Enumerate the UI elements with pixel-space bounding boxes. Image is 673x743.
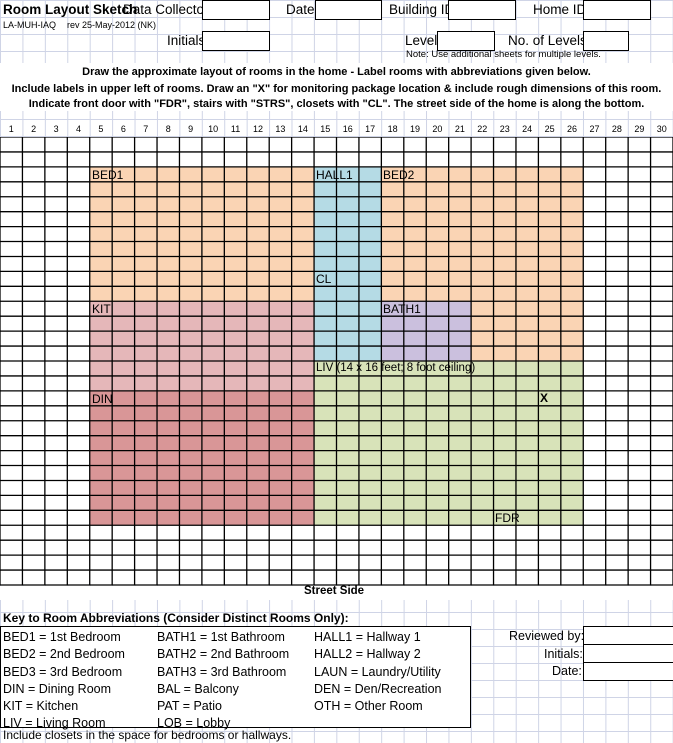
key-title: Key to Room Abbreviations (Consider Dist… [3, 611, 349, 625]
key-entry: BED2 = 2nd Bedroom [3, 647, 125, 661]
reviewed-by-field[interactable] [583, 626, 673, 645]
note: Note: Use additional sheets for multiple… [406, 49, 601, 60]
building-id-field[interactable] [448, 0, 516, 20]
key-entry: PAT = Patio [157, 699, 222, 713]
column-number: 2 [31, 124, 37, 134]
column-number: 21 [454, 124, 465, 134]
building-id-label: Building ID [389, 2, 455, 17]
room-label-closet: CL [316, 272, 332, 286]
column-number: 26 [567, 124, 578, 134]
column-number: 27 [589, 124, 600, 134]
column-number: 20 [432, 124, 443, 134]
revision: rev 25-May-2012 (NK) [67, 20, 157, 30]
column-number: 3 [53, 124, 59, 134]
column-number: 9 [188, 124, 194, 134]
levels-label: No. of Levels: [508, 33, 591, 48]
column-number: 6 [120, 124, 126, 134]
street-side-label: Street Side [304, 585, 365, 597]
column-number: 25 [544, 124, 555, 134]
page-title: Room Layout Sketch [3, 2, 138, 17]
key-entry: BATH3 = 3rd Bathroom [157, 665, 287, 679]
column-number: 17 [365, 124, 376, 134]
column-number: 12 [252, 124, 263, 134]
column-number: 28 [611, 124, 622, 134]
column-number: 29 [634, 124, 645, 134]
column-number: 14 [297, 124, 308, 134]
key-entry: BATH1 = 1st Bathroom [157, 630, 285, 644]
key-entry: BAL = Balcony [157, 682, 239, 696]
column-number: 1 [8, 124, 14, 134]
room-label-kit: KIT [92, 302, 111, 316]
key-entry: KIT = Kitchen [3, 699, 79, 713]
column-number: 8 [165, 124, 171, 134]
key-entry: BED1 = 1st Bedroom [3, 630, 121, 644]
key-entry: LIV = Living Room [3, 716, 106, 730]
room-label-bed1: BED1 [92, 168, 124, 182]
room-hall1 [314, 166, 382, 361]
column-number: 18 [387, 124, 398, 134]
reviewed-by-label: Reviewed by: [509, 629, 585, 643]
initials-label: Initials [167, 33, 206, 48]
key-entry: HALL2 = Hallway 2 [314, 647, 421, 661]
column-number: 30 [656, 124, 667, 134]
data-collector-label: Data Collector [123, 2, 209, 17]
date-label: Date [286, 2, 315, 17]
review-date-field[interactable] [583, 662, 673, 681]
key-entry: BATH2 = 2nd Bathroom [157, 647, 290, 661]
data-collector-field[interactable] [202, 0, 270, 20]
room-label-liv: LIV (14 x 16 feet; 8 foot ceiling) [316, 362, 476, 374]
levels-field[interactable] [583, 31, 629, 51]
key-entry: HALL1 = Hallway 1 [314, 630, 421, 644]
level-field[interactable] [437, 31, 495, 51]
column-number: 16 [342, 124, 353, 134]
key-entry: OTH = Other Room [314, 699, 423, 713]
home-id-field[interactable] [583, 0, 651, 20]
monitor-location-mark: X [540, 391, 549, 405]
review-date-label: Date: [552, 664, 582, 678]
instruction-3: Indicate front door with "FDR", stairs w… [28, 98, 645, 110]
column-number: 13 [275, 124, 286, 134]
instruction-2: Include labels in upper left of rooms. D… [11, 83, 662, 95]
abbreviation-key: BED1 = 1st Bedroom BED2 = 2nd Bedroom BED3… [0, 626, 471, 730]
key-footnote: Include closets in the space for bedroom… [3, 728, 292, 742]
column-number: 15 [320, 124, 331, 134]
room-label-bed2: BED2 [383, 168, 415, 182]
room-label-din: DIN [92, 392, 113, 406]
column-number: 4 [76, 124, 82, 134]
date-field[interactable] [315, 0, 382, 20]
column-number: 7 [143, 124, 149, 134]
column-number: 22 [477, 124, 488, 134]
column-number: 5 [98, 124, 104, 134]
key-entry: DIN = Dining Room [3, 682, 112, 696]
room-label-bath1: BATH1 [383, 302, 421, 316]
column-number: 24 [522, 124, 533, 134]
key-entry: DEN = Den/Recreation [314, 682, 442, 696]
key-entry: LAUN = Laundry/Utility [314, 665, 441, 679]
room-label-hall1: HALL1 [316, 168, 353, 182]
front-door-label: FDR [495, 511, 520, 525]
initials-field[interactable] [202, 31, 270, 51]
review-initials-field[interactable] [583, 644, 673, 663]
column-number: 23 [499, 124, 510, 134]
instruction-1: Draw the approximate layout of rooms in … [82, 66, 591, 78]
key-entry: LOB = Lobby [157, 716, 231, 730]
column-number: 11 [230, 124, 241, 134]
review-initials-label: Initials: [544, 647, 583, 661]
sketch-grid[interactable] [0, 137, 673, 586]
form-id: LA-MUH-IAQ [3, 20, 57, 30]
home-id-label: Home ID [533, 2, 587, 17]
key-entry: BED3 = 3rd Bedroom [3, 665, 123, 679]
column-number: 19 [410, 124, 421, 134]
column-number: 10 [208, 124, 219, 134]
